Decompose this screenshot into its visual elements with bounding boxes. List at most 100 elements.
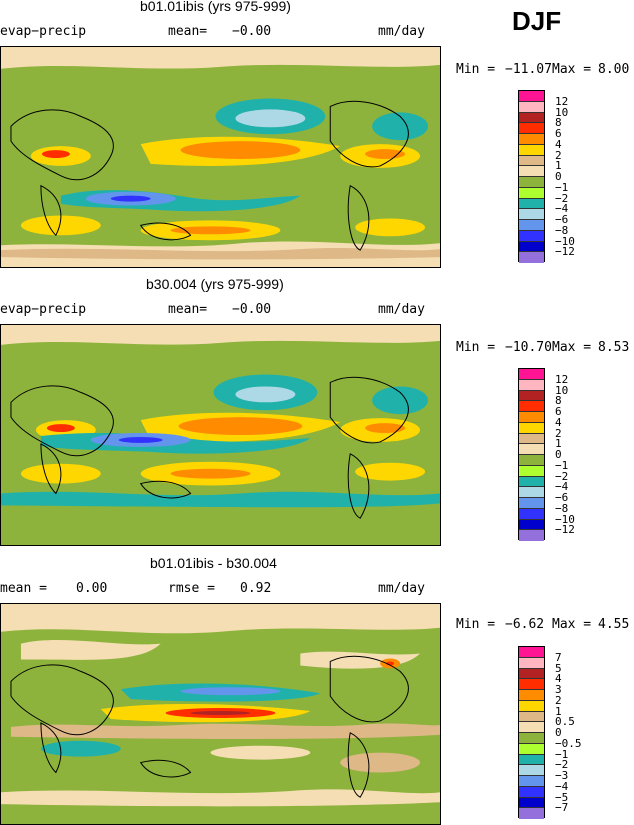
panel1-min-value: −11.07 (505, 62, 552, 77)
panel1-variable: evap−precip (0, 24, 87, 39)
colorbar-level-label: −10 (555, 512, 575, 526)
panel2-map-field (1, 325, 440, 545)
colorbar-swatch (519, 401, 544, 412)
panel1-min-label: Min = (456, 62, 496, 77)
colorbar-swatch (519, 679, 544, 690)
panel3-mean-value: 0.00 (76, 581, 108, 596)
colorbar-swatch (519, 647, 544, 658)
panel3-max-label: Max = (552, 617, 592, 632)
colorbar-level-label: −0.5 (555, 736, 582, 750)
colorbar-swatch (519, 722, 544, 733)
colorbar-level-label: −2 (555, 469, 569, 483)
panel3-min-label: Min = (456, 617, 496, 632)
colorbar-level-label: 4 (555, 672, 562, 686)
colorbar-level-label: 0.5 (555, 715, 575, 729)
panel1-map (0, 46, 441, 268)
colorbar-level-label: −3 (555, 769, 569, 782)
colorbar-swatch (519, 754, 544, 766)
colorbar-level-label: −8 (555, 223, 569, 237)
colorbar-level-label: 3 (555, 683, 562, 696)
panel1-title: b01.01ibis (yrs 975-999) (140, 0, 291, 14)
colorbar-level-label: 8 (555, 394, 562, 408)
colorbar-level-label: 4 (555, 415, 562, 429)
colorbar-level-label: −1 (555, 458, 569, 472)
colorbar-swatch (519, 444, 544, 455)
colorbar-level-label: 10 (555, 105, 569, 119)
colorbar-swatch (519, 101, 544, 113)
colorbar-level-label: −12 (555, 245, 575, 259)
colorbar-level-label: 12 (555, 94, 569, 108)
colorbar-level-label: −2 (555, 191, 569, 205)
panel2-max-value: 8.53 (598, 340, 630, 355)
colorbar-level-label: 1 (555, 437, 562, 451)
colorbar-swatch (519, 220, 544, 231)
colorbar-level-label: −6 (555, 213, 569, 226)
colorbar-swatch (519, 433, 544, 445)
panel2-map (0, 324, 441, 546)
colorbar-swatch (519, 155, 544, 167)
panel1-units: mm/day (378, 24, 425, 39)
colorbar-level-label: 2 (555, 148, 562, 162)
colorbar-swatch (519, 112, 544, 124)
colorbar-swatch (519, 776, 544, 787)
colorbar-swatch (519, 530, 544, 541)
panel2-mean-value: −0.00 (232, 302, 272, 317)
colorbar-level-label: −4 (555, 480, 569, 494)
colorbar-swatch (519, 743, 544, 755)
colorbar-level-label: 4 (555, 137, 562, 151)
colorbar-swatch (519, 390, 544, 402)
colorbar-swatch (519, 508, 544, 520)
colorbar-swatch (519, 465, 544, 477)
panel3-max-value: 4.55 (598, 617, 630, 632)
colorbar-level-label: −12 (555, 523, 575, 537)
colorbar-swatch (519, 700, 544, 712)
colorbar-level-label: 2 (555, 426, 562, 440)
colorbar-level-label: −1 (555, 747, 569, 761)
colorbar-swatch (519, 187, 544, 199)
panel3-title: b01.01ibis - b30.004 (150, 555, 277, 571)
colorbar-level-label: 2 (555, 693, 562, 707)
colorbar-swatch (519, 487, 544, 498)
colorbar-swatch (519, 91, 544, 102)
colorbar-level-label: −4 (555, 779, 569, 793)
panel3-min-value: −6.62 (505, 617, 545, 632)
colorbar-swatch (519, 797, 544, 809)
colorbar-level-label: 0 (555, 448, 562, 461)
colorbar-swatch (519, 241, 544, 253)
colorbar-level-label: 1 (555, 159, 562, 173)
colorbar-swatch (519, 733, 544, 744)
colorbar-swatch (519, 209, 544, 220)
panel3-rmse-label: rmse = (168, 581, 215, 596)
panel2-min-value: −10.70 (505, 340, 552, 355)
panel2-units: mm/day (378, 302, 425, 317)
panel3-mean-label: mean = (0, 581, 47, 596)
panel2-variable: evap−precip (0, 302, 87, 317)
panel3-map-field (1, 604, 440, 824)
colorbar-swatch (519, 657, 544, 669)
colorbar-level-label: −7 (555, 801, 569, 815)
colorbar-swatch (519, 786, 544, 798)
panel3-colorbar (518, 646, 545, 819)
colorbar-level-label: 6 (555, 405, 562, 418)
colorbar-level-label: −5 (555, 790, 569, 804)
colorbar-level-label: −4 (555, 202, 569, 216)
colorbar-level-label: −6 (555, 491, 569, 504)
panel2-max-label: Max = (552, 340, 592, 355)
panel1-max-label: Max = (552, 62, 592, 77)
colorbar-swatch (519, 198, 544, 210)
panel1-map-field (1, 47, 440, 267)
colorbar-level-label: 8 (555, 116, 562, 130)
panel3-rmse-value: 0.92 (240, 581, 272, 596)
colorbar-level-label: −2 (555, 758, 569, 772)
season-label: DJF (512, 6, 562, 36)
colorbar-swatch (519, 498, 544, 509)
colorbar-swatch (519, 177, 544, 188)
colorbar-level-label: 0 (555, 170, 562, 183)
panel2-min-label: Min = (456, 340, 496, 355)
panel1-max-value: 8.00 (598, 62, 630, 77)
colorbar-swatch (519, 690, 544, 701)
panel1-mean-label: mean= (168, 24, 208, 39)
colorbar-swatch (519, 476, 544, 488)
colorbar-swatch (519, 711, 544, 723)
colorbar-swatch (519, 123, 544, 134)
